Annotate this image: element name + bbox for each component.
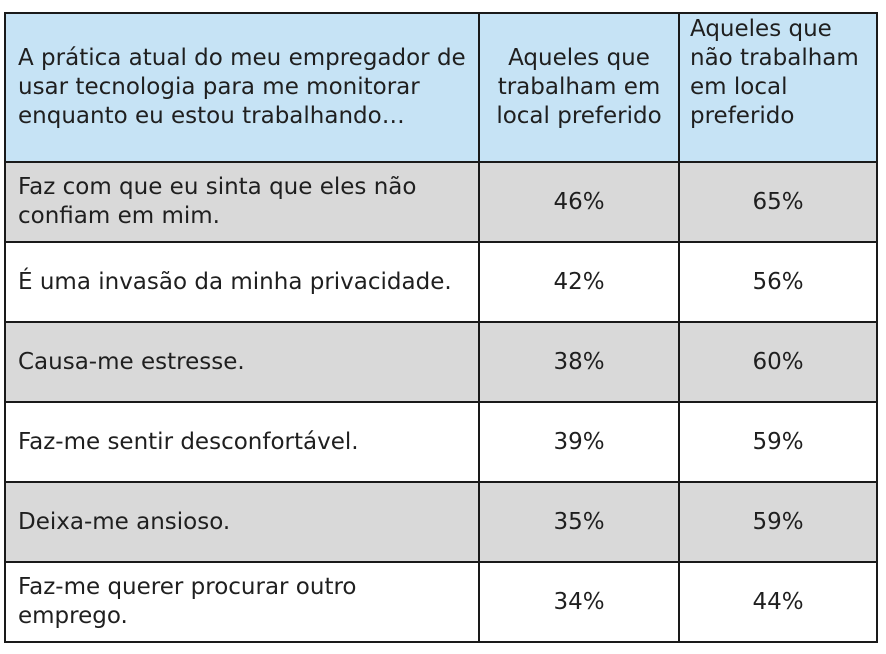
row-label: Causa-me estresse. (4, 321, 480, 403)
survey-table: A prática atual do meu empregador de usa… (4, 12, 878, 643)
value-not-preferred: 59% (678, 401, 878, 483)
value-preferred: 39% (478, 401, 680, 483)
survey-table-container: A prática atual do meu empregador de usa… (4, 12, 878, 643)
table-row: Faz com que eu sinta que eles não confia… (4, 161, 878, 243)
value-not-preferred: 65% (678, 161, 878, 243)
value-not-preferred: 44% (678, 561, 878, 643)
value-preferred: 34% (478, 561, 680, 643)
row-label: Faz-me querer procurar outro emprego. (4, 561, 480, 643)
table-row: Faz-me sentir desconfortável. 39% 59% (4, 401, 878, 483)
value-not-preferred: 56% (678, 241, 878, 323)
column-header-not-preferred-location: Aqueles que não trabalham em local prefe… (678, 12, 878, 163)
column-header-statement: A prática atual do meu empregador de usa… (4, 12, 480, 163)
table-row: Deixa-me ansioso. 35% 59% (4, 481, 878, 563)
table-header: A prática atual do meu empregador de usa… (4, 12, 878, 163)
table-body: Faz com que eu sinta que eles não confia… (4, 161, 878, 643)
table-row: Causa-me estresse. 38% 60% (4, 321, 878, 403)
value-not-preferred: 60% (678, 321, 878, 403)
table-row: É uma invasão da minha privacidade. 42% … (4, 241, 878, 323)
row-label: É uma invasão da minha privacidade. (4, 241, 480, 323)
table-row: Faz-me querer procurar outro emprego. 34… (4, 561, 878, 643)
row-label: Deixa-me ansioso. (4, 481, 480, 563)
column-header-preferred-location: Aqueles que trabalham em local preferido (478, 12, 680, 163)
value-preferred: 35% (478, 481, 680, 563)
value-preferred: 42% (478, 241, 680, 323)
header-row: A prática atual do meu empregador de usa… (4, 12, 878, 163)
value-not-preferred: 59% (678, 481, 878, 563)
row-label: Faz-me sentir desconfortável. (4, 401, 480, 483)
value-preferred: 46% (478, 161, 680, 243)
row-label: Faz com que eu sinta que eles não confia… (4, 161, 480, 243)
value-preferred: 38% (478, 321, 680, 403)
